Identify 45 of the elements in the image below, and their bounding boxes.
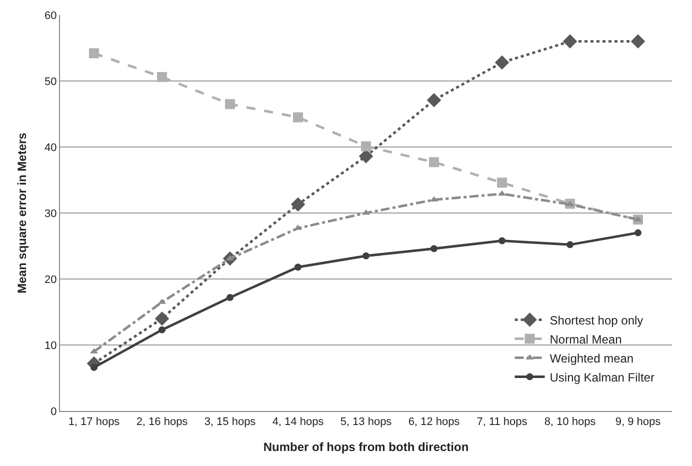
- point: [294, 264, 302, 271]
- point: [426, 92, 442, 108]
- legend-label: Shortest hop only: [550, 313, 644, 328]
- legend-label: Weighted mean: [550, 351, 634, 366]
- x-tick-label: 5, 13 hops: [340, 416, 392, 428]
- point: [90, 364, 98, 371]
- point: [293, 112, 303, 122]
- point: [634, 229, 642, 236]
- point: [498, 237, 506, 244]
- point: [429, 157, 439, 168]
- point: [358, 149, 374, 164]
- y-tick-label: 30: [44, 208, 57, 220]
- legend-label: Normal Mean: [550, 332, 622, 346]
- y-tick-label: 10: [44, 340, 57, 352]
- y-tick-label: 60: [44, 10, 57, 22]
- point: [361, 141, 371, 152]
- x-tick-label: 7, 11 hops: [476, 416, 528, 428]
- point: [89, 48, 99, 58]
- x-tick-label: 6, 12 hops: [408, 416, 460, 428]
- x-tick-label: 8, 10 hops: [544, 416, 596, 428]
- x-tick-label: 3, 15 hops: [204, 416, 256, 428]
- y-tick-label: 0: [50, 406, 57, 418]
- point: [630, 34, 646, 49]
- x-tick-label: 1, 17 hops: [68, 416, 120, 428]
- y-axis-title: Mean square error in Meters: [14, 132, 29, 294]
- point: [290, 197, 306, 212]
- point: [494, 55, 510, 70]
- point: [158, 326, 166, 334]
- point: [226, 294, 234, 301]
- point: [157, 72, 167, 82]
- y-tick-label: 40: [44, 142, 57, 154]
- point: [562, 34, 578, 49]
- x-tick-label: 9, 9 hops: [615, 416, 662, 428]
- point: [225, 99, 235, 110]
- y-tick-label: 50: [44, 76, 57, 88]
- point: [362, 252, 370, 260]
- point: [430, 245, 438, 252]
- point: [497, 178, 507, 188]
- y-tick-label: 20: [44, 274, 57, 286]
- x-tick-label: 2, 16 hops: [136, 416, 188, 428]
- x-tick-label: 4, 14 hops: [272, 416, 324, 428]
- x-axis-title: Number of hops from both direction: [263, 440, 469, 454]
- point: [154, 311, 170, 326]
- legend-label: Using Kalman Filter: [550, 370, 654, 384]
- point: [566, 241, 574, 248]
